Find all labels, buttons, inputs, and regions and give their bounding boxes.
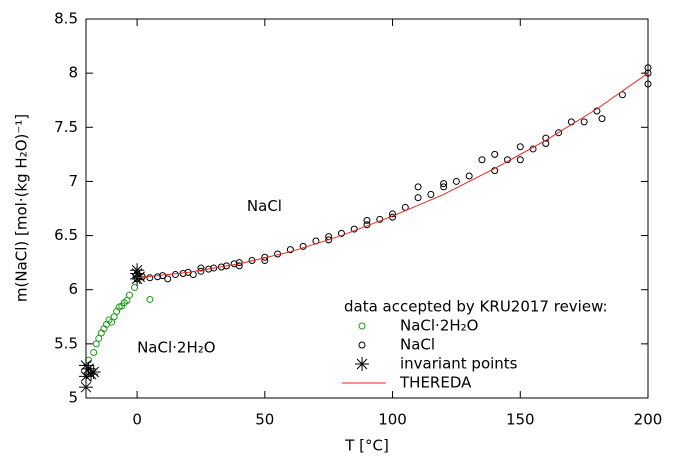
point <box>389 210 397 218</box>
asterisk-point <box>130 263 145 278</box>
point <box>427 190 435 198</box>
point <box>363 216 371 224</box>
point <box>164 275 172 283</box>
point <box>440 180 448 188</box>
x-tick-label: 200 <box>634 411 663 429</box>
legend-label: NaCl <box>400 336 435 354</box>
point <box>197 264 205 272</box>
point <box>197 267 205 275</box>
point <box>325 236 333 244</box>
asterisk-stroke <box>80 381 92 393</box>
legend: data accepted by KRU2017 review:NaCl·2H₂… <box>342 298 608 392</box>
point <box>414 194 422 202</box>
point <box>286 246 294 254</box>
point <box>644 80 652 88</box>
point <box>235 262 243 270</box>
point <box>440 183 448 191</box>
point <box>358 322 366 330</box>
asterisk-stroke <box>356 358 368 370</box>
y-tick-label: 7 <box>68 172 78 190</box>
point <box>125 291 133 299</box>
point <box>92 340 100 348</box>
point <box>146 295 154 303</box>
legend-label: NaCl·2H₂O <box>400 317 478 335</box>
point <box>644 64 652 72</box>
point <box>210 264 218 272</box>
point <box>491 167 499 175</box>
x-tick-label: 0 <box>132 411 142 429</box>
x-tick-label: 50 <box>255 411 274 429</box>
y-tick-label: 5 <box>68 389 78 407</box>
legend-label: THEREDA <box>399 374 472 392</box>
point <box>154 273 162 281</box>
point <box>465 172 473 180</box>
y-tick-label: 8.5 <box>54 10 78 28</box>
point <box>516 156 524 164</box>
asterisk-stroke <box>83 363 94 375</box>
point <box>171 271 179 279</box>
x-tick-label: 150 <box>506 411 535 429</box>
asterisk-stroke <box>88 366 100 378</box>
point <box>567 118 575 126</box>
asterisk-point <box>355 357 369 371</box>
point <box>555 129 563 137</box>
point <box>452 177 460 185</box>
point <box>90 349 98 357</box>
annotation: NaCl·2H₂O <box>137 339 215 357</box>
annotation: NaCl <box>247 197 282 215</box>
point <box>110 313 118 321</box>
point <box>478 156 486 164</box>
point <box>644 69 652 77</box>
legend-label: invariant points <box>400 355 518 373</box>
y-tick-label: 5.5 <box>54 334 78 352</box>
asterisk-point <box>86 365 101 380</box>
asterisk-stroke <box>134 271 145 283</box>
asterisk-stroke <box>131 264 143 276</box>
point <box>598 115 606 123</box>
point <box>516 143 524 151</box>
y-axis-label: m(NaCl) [mol·(kg H₂O)⁻¹] <box>13 114 31 302</box>
point <box>223 262 230 270</box>
point <box>146 274 154 282</box>
point <box>618 91 626 99</box>
asterisk-point <box>132 269 147 284</box>
point <box>95 334 103 342</box>
point <box>108 318 116 326</box>
point <box>131 284 139 292</box>
point <box>358 341 366 349</box>
legend-title: data accepted by KRU2017 review: <box>344 298 608 316</box>
y-tick-label: 7.5 <box>54 118 78 136</box>
point <box>337 229 345 237</box>
point <box>189 271 197 279</box>
point <box>491 150 499 158</box>
x-tick-label: 100 <box>378 411 407 429</box>
plot-frame <box>85 18 649 399</box>
y-tick-label: 8 <box>68 64 78 82</box>
x-axis-label: T [°C] <box>344 437 389 455</box>
point <box>123 297 131 305</box>
point <box>414 183 422 191</box>
fit-line <box>137 72 649 279</box>
y-tick-label: 6.5 <box>54 226 78 244</box>
y-tick-label: 6 <box>68 280 78 298</box>
point <box>580 118 588 126</box>
